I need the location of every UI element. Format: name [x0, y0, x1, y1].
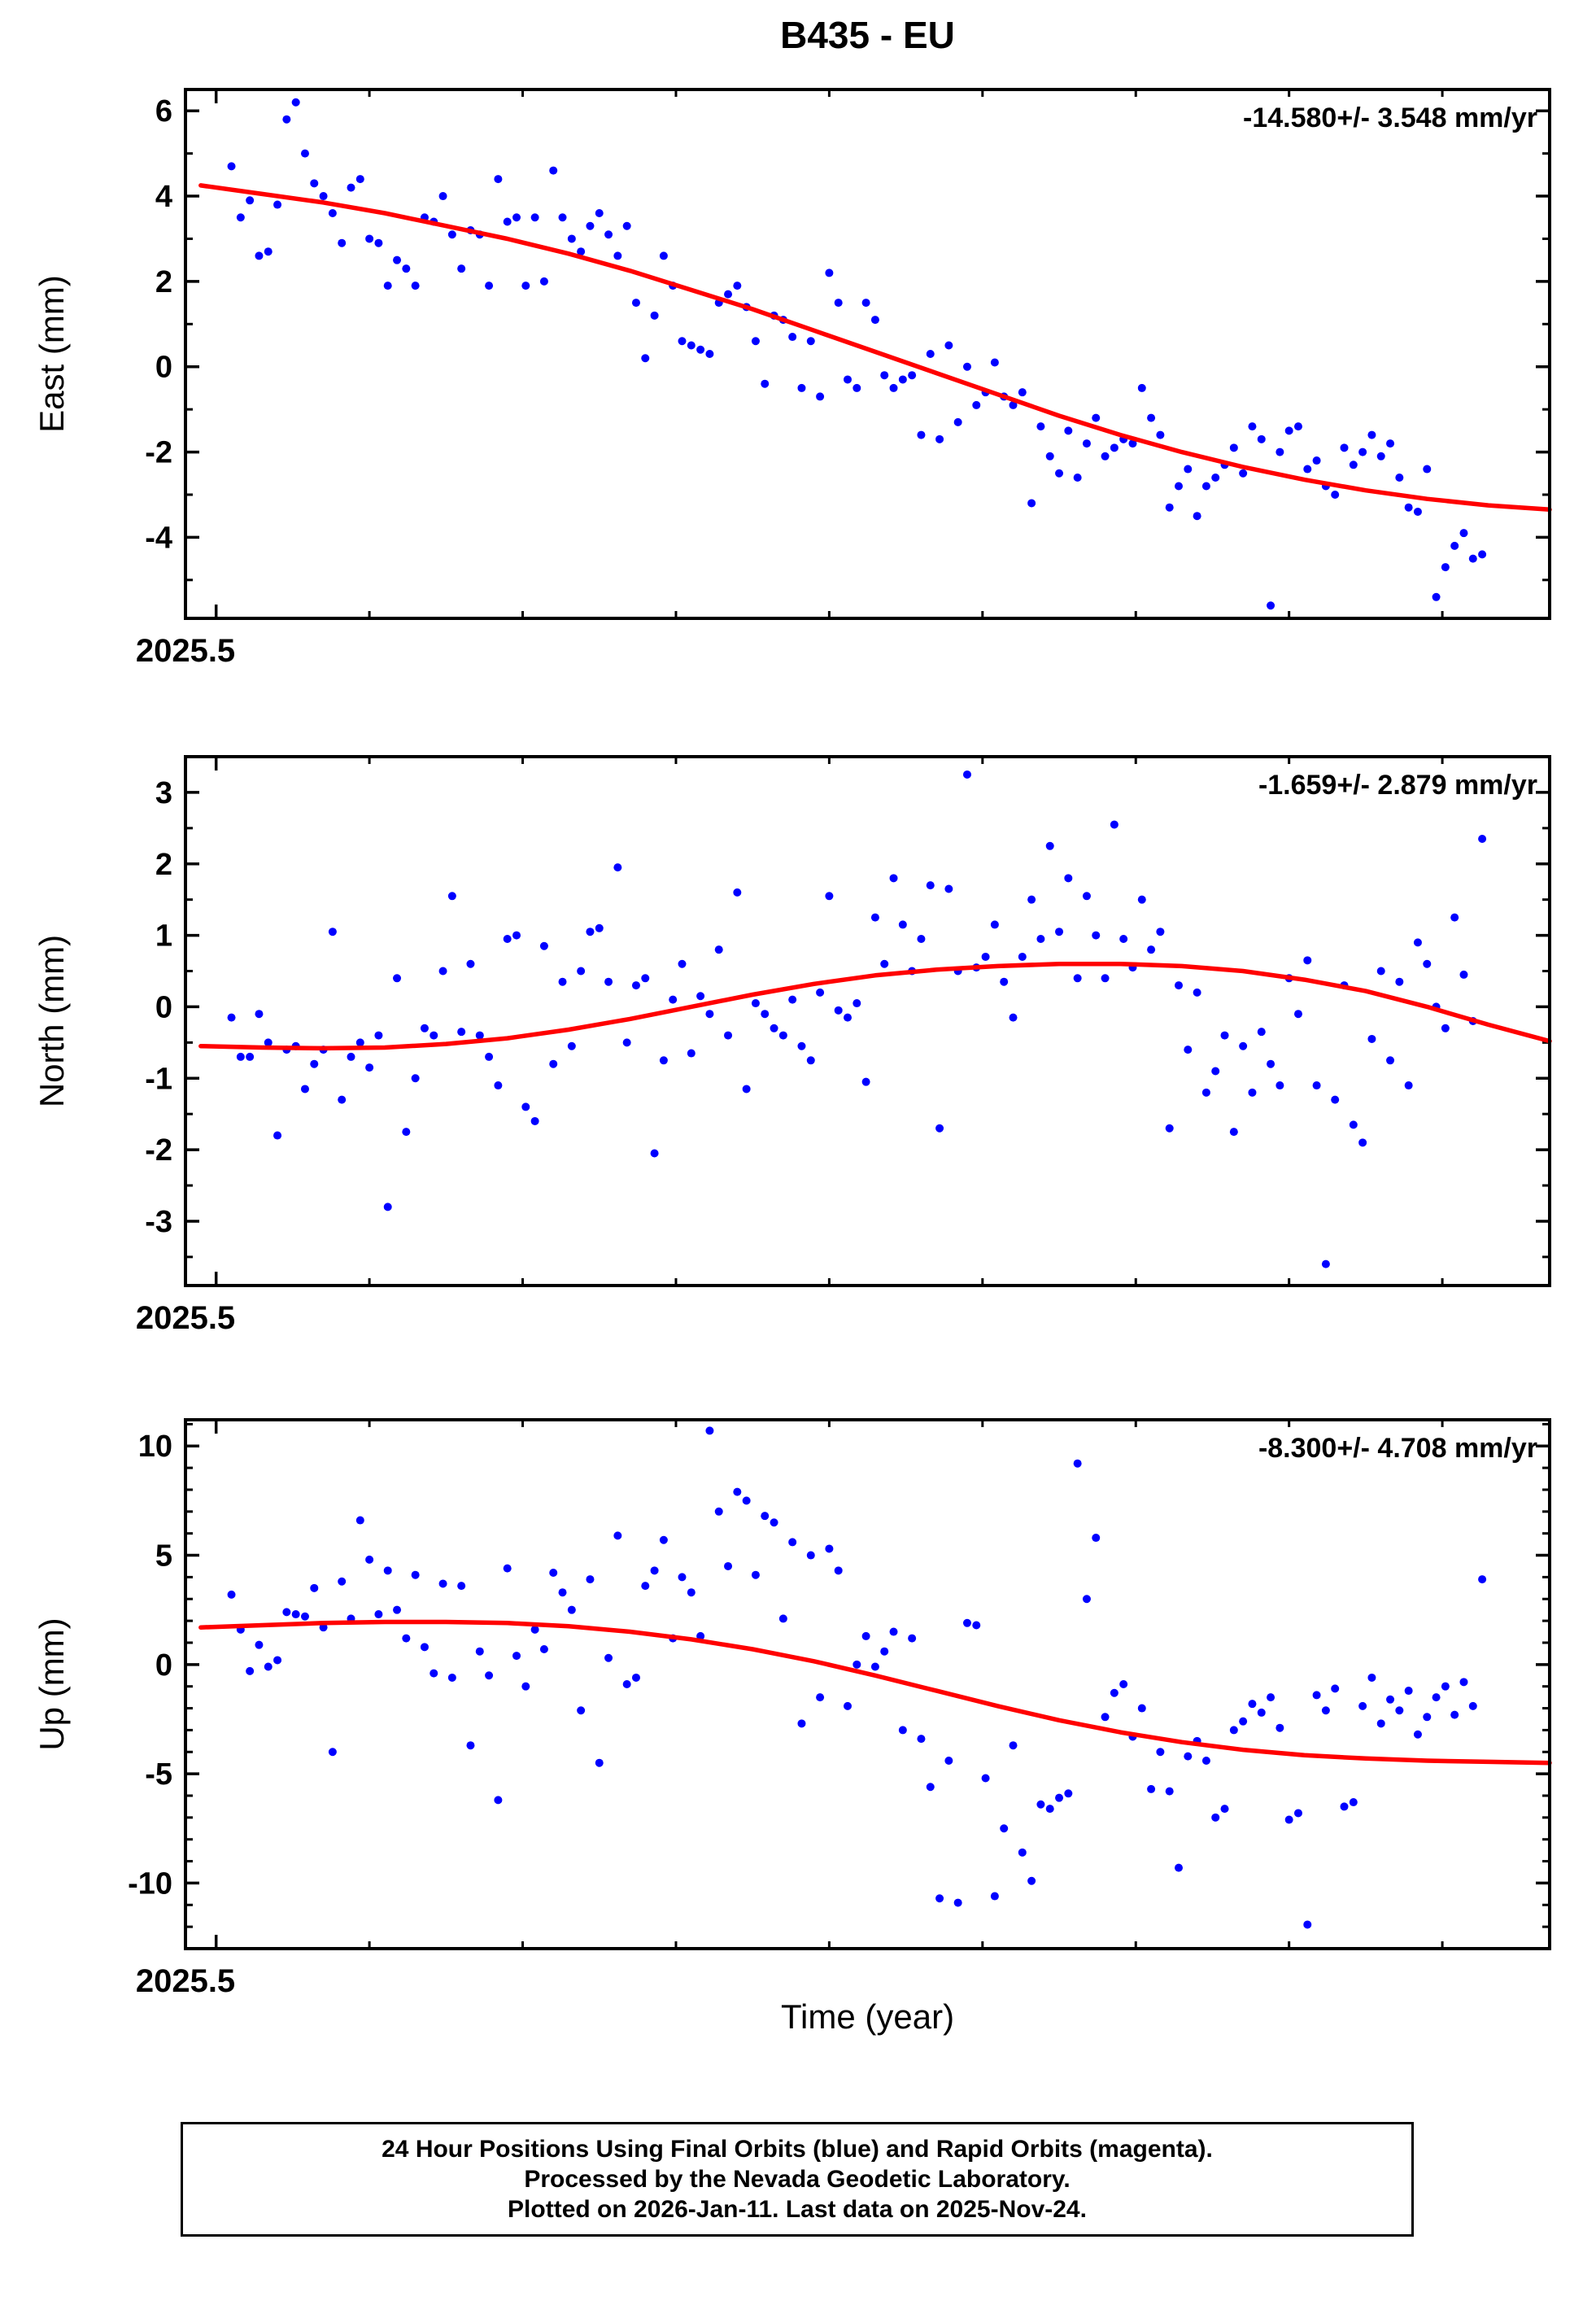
- x-axis-label: Time (year): [780, 1997, 955, 2036]
- svg-text:1: 1: [155, 919, 172, 954]
- svg-text:2: 2: [155, 848, 172, 882]
- east-plot: -4 -2 0 2 4 6: [145, 88, 1552, 620]
- svg-text:-2: -2: [145, 1133, 172, 1168]
- caption-line-2: Processed by the Nevada Geodetic Laborat…: [524, 2166, 1071, 2193]
- caption-line-1: 24 Hour Positions Using Final Orbits (bl…: [382, 2136, 1213, 2163]
- page-title: B435 - EU: [780, 14, 955, 56]
- up-plot: -10 -5 0 5 10: [128, 1418, 1552, 1950]
- svg-text:0: 0: [155, 990, 172, 1024]
- north-x-tick-label: 2025.5: [135, 1300, 236, 1336]
- north-plot: -3 -2 -1 0 1 2 3: [145, 755, 1552, 1287]
- north-rate-annotation: -1.659+/- 2.879 mm/yr: [1258, 770, 1537, 801]
- svg-text:4: 4: [155, 180, 172, 214]
- svg-text:2: 2: [155, 265, 172, 299]
- svg-text:0: 0: [155, 351, 172, 385]
- svg-text:-5: -5: [145, 1757, 172, 1792]
- svg-text:-3: -3: [145, 1205, 172, 1239]
- svg-text:-2: -2: [145, 436, 172, 470]
- svg-text:-10: -10: [128, 1866, 172, 1901]
- up-rate-annotation: -8.300+/- 4.708 mm/yr: [1258, 1433, 1537, 1464]
- east-rate-annotation: -14.580+/- 3.548 mm/yr: [1243, 103, 1537, 133]
- svg-text:5: 5: [155, 1539, 172, 1574]
- svg-text:3: 3: [155, 776, 172, 810]
- caption-line-3: Plotted on 2026-Jan-11. Last data on 202…: [508, 2196, 1087, 2223]
- svg-text:0: 0: [155, 1648, 172, 1683]
- svg-text:-1: -1: [145, 1062, 172, 1096]
- svg-text:6: 6: [155, 94, 172, 129]
- caption-box: 24 Hour Positions Using Final Orbits (bl…: [181, 2122, 1414, 2237]
- svg-text:10: 10: [138, 1430, 172, 1464]
- up-x-tick-label: 2025.5: [135, 1963, 236, 1999]
- svg-text:-4: -4: [145, 521, 172, 555]
- east-x-tick-label: 2025.5: [135, 633, 236, 669]
